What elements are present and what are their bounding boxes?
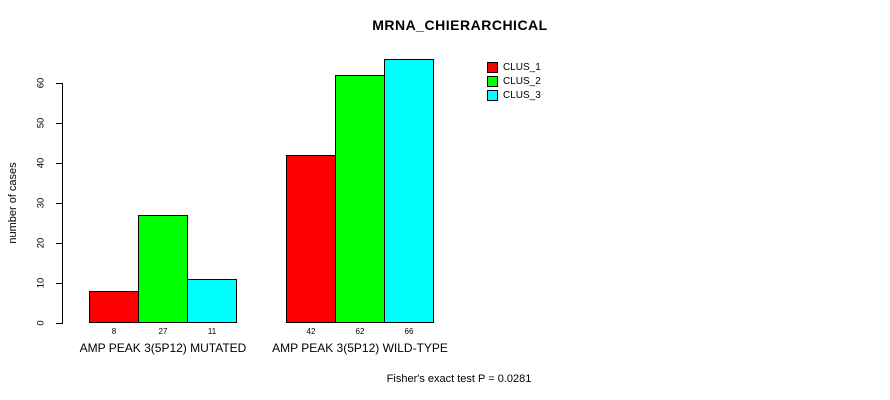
legend-swatch-clus_1	[487, 62, 498, 73]
legend-label: CLUS_3	[503, 90, 541, 101]
bar-value-label: 66	[404, 327, 414, 336]
legend-item: CLUS_3	[487, 90, 541, 101]
legend-swatch-clus_2	[487, 76, 498, 87]
y-axis-tick	[56, 283, 62, 284]
bar-value-label: 42	[306, 327, 316, 336]
bar-clus_1-group1	[89, 291, 139, 323]
bar-clus_3-group1	[187, 279, 237, 323]
bar-clus_3-group2	[384, 59, 434, 323]
bar-clus_2-group1	[138, 215, 188, 323]
x-axis-group-label: AMP PEAK 3(5P12) MUTATED	[79, 341, 247, 355]
legend-label: CLUS_1	[503, 62, 541, 73]
bar-clus_2-group2	[335, 75, 385, 323]
y-axis-tick-label: 0	[35, 320, 47, 326]
y-axis-tick-label: 60	[35, 77, 47, 89]
y-axis-tick	[56, 323, 62, 324]
y-axis-tick	[56, 203, 62, 204]
bar-value-label: 62	[355, 327, 365, 336]
y-axis-tick-label: 40	[35, 157, 47, 169]
y-axis-tick-label: 20	[35, 237, 47, 249]
legend-item: CLUS_2	[487, 76, 541, 87]
y-axis-tick-label: 30	[35, 197, 47, 209]
y-axis-tick	[56, 123, 62, 124]
legend-label: CLUS_2	[503, 76, 541, 87]
y-axis-tick	[56, 163, 62, 164]
bar-value-label: 27	[158, 327, 168, 336]
legend-swatch-clus_3	[487, 90, 498, 101]
y-axis-tick-label: 10	[35, 277, 47, 289]
legend: CLUS_1 CLUS_2 CLUS_3	[487, 62, 541, 101]
y-axis-tick-label: 50	[35, 117, 47, 129]
annotation-text: Fisher's exact test P = 0.0281	[386, 373, 532, 385]
bar-value-label: 8	[111, 327, 117, 336]
bar-clus_1-group2	[286, 155, 336, 323]
y-axis-tick	[56, 83, 62, 84]
chart-title: MRNA_CHIERARCHICAL	[372, 17, 548, 33]
y-axis-tick	[56, 243, 62, 244]
y-axis-line	[62, 83, 63, 324]
y-axis-label: number of cases	[7, 162, 19, 244]
legend-item: CLUS_1	[487, 62, 541, 73]
x-axis-group-label: AMP PEAK 3(5P12) WILD-TYPE	[272, 341, 448, 355]
bar-value-label: 11	[207, 327, 217, 336]
